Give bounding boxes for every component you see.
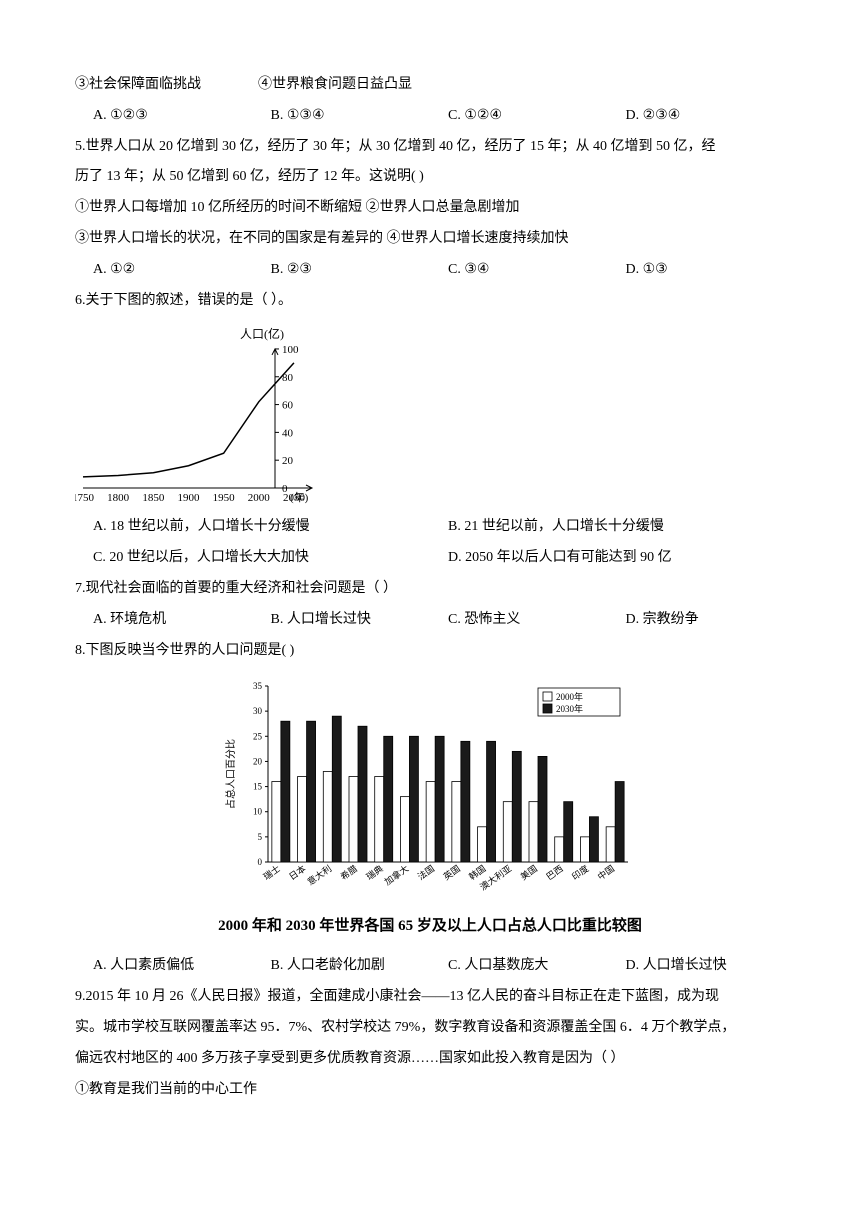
svg-text:20: 20 [282,456,294,468]
svg-text:1850: 1850 [142,492,165,504]
q6-options-row2: C. 20 世纪以后，人口增长大大加快 D. 2050 年以后人口有可能达到 9… [75,543,785,574]
svg-text:2000年: 2000年 [556,691,583,702]
svg-text:2030年: 2030年 [556,703,583,714]
svg-text:人口(亿): 人口(亿) [240,326,284,341]
svg-text:意大利: 意大利 [305,863,333,888]
svg-text:2000: 2000 [248,492,271,504]
q6-chart: 0204060801001750180018501900195020002050… [75,324,785,504]
q7-opt-b: B. 人口增长过快 [253,605,431,636]
svg-text:100: 100 [282,344,299,356]
q5-opt-a: A. ①② [75,255,253,286]
svg-text:10: 10 [253,807,263,817]
svg-text:60: 60 [282,400,294,412]
q6-opt-b: B. 21 世纪以前，人口增长十分缓慢 [430,512,785,543]
svg-text:占总人口百分比: 占总人口百分比 [224,739,237,809]
svg-text:20: 20 [253,757,263,767]
q8-opt-d: D. 人口增长过快 [608,951,786,982]
q9-stem1: 9.2015 年 10 月 26《人民日报》报道，全面建成小康社会——13 亿人… [75,982,785,1013]
svg-text:英国: 英国 [441,863,462,882]
q6-opt-c: C. 20 世纪以后，人口增长大大加快 [75,543,430,574]
q5-line3: ①世界人口每增加 10 亿所经历的时间不断缩短 ②世界人口总量急剧增加 [75,193,785,224]
svg-text:中国: 中国 [595,863,616,882]
q5-opt-c: C. ③④ [430,255,608,286]
svg-text:美国: 美国 [518,863,539,882]
q5-opt-d: D. ①③ [608,255,786,286]
q7-options: A. 环境危机 B. 人口增长过快 C. 恐怖主义 D. 宗教纷争 [75,605,785,636]
svg-text:5: 5 [258,832,263,842]
q6-opt-a: A. 18 世纪以前，人口增长十分缓慢 [75,512,430,543]
svg-text:印度: 印度 [570,863,591,882]
svg-text:15: 15 [253,782,263,792]
svg-text:1750: 1750 [75,492,95,504]
q8-options: A. 人口素质偏低 B. 人口老龄化加剧 C. 人口基数庞大 D. 人口增长过快 [75,951,785,982]
svg-text:25: 25 [253,732,263,742]
q9-line4: ①教育是我们当前的中心工作 [75,1075,785,1106]
q5-options: A. ①② B. ②③ C. ③④ D. ①③ [75,255,785,286]
q4-item3: ③社会保障面临挑战 [75,77,201,92]
q6-opt-d: D. 2050 年以后人口有可能达到 90 亿 [430,543,785,574]
svg-text:希腊: 希腊 [338,863,359,882]
q5-stem1: 5.世界人口从 20 亿增到 30 亿，经历了 30 年；从 30 亿增到 40… [75,132,785,163]
q8-opt-a: A. 人口素质偏低 [75,951,253,982]
q8-chart-caption: 2000 年和 2030 年世界各国 65 岁及以上人口占总人口比重比较图 [75,910,785,943]
svg-text:30: 30 [253,707,263,717]
svg-text:瑞士: 瑞士 [261,863,282,882]
q4-opt-a: A. ①②③ [75,101,253,132]
q8-opt-b: B. 人口老龄化加剧 [253,951,431,982]
q8-stem: 8.下图反映当今世界的人口问题是( ) [75,636,785,667]
q7-stem: 7.现代社会面临的首要的重大经济和社会问题是（ ） [75,574,785,605]
svg-text:0: 0 [258,857,263,867]
q5-line4: ③世界人口增长的状况，在不同的国家是有差异的 ④世界人口增长速度持续加快 [75,224,785,255]
svg-text:法国: 法国 [415,863,436,882]
q4-opt-d: D. ②③④ [608,101,786,132]
q7-opt-c: C. 恐怖主义 [430,605,608,636]
q4-opt-c: C. ①②④ [430,101,608,132]
q8-chart: 05101520253035占总人口百分比瑞士日本意大利希腊瑞典加拿大法国英国韩… [75,674,785,943]
q6-stem: 6.关于下图的叙述，错误的是（ ）。 [75,286,785,317]
q6-options-row1: A. 18 世纪以前，人口增长十分缓慢 B. 21 世纪以前，人口增长十分缓慢 [75,512,785,543]
q4-opt-b: B. ①③④ [253,101,431,132]
q4-item4: ④世界粮食问题日益凸显 [258,77,412,92]
q9-stem3: 偏远农村地区的 400 多万孩子享受到更多优质教育资源……国家如此投入教育是因为… [75,1044,785,1075]
q5-stem2: 历了 13 年；从 50 亿增到 60 亿，经历了 12 年。这说明( ) [75,162,785,193]
q7-opt-a: A. 环境危机 [75,605,253,636]
svg-text:40: 40 [282,428,294,440]
svg-text:35: 35 [253,681,263,691]
svg-text:巴西: 巴西 [544,864,564,883]
q4-items: ③社会保障面临挑战 ④世界粮食问题日益凸显 [75,70,785,101]
svg-text:1900: 1900 [177,492,200,504]
svg-text:加拿大: 加拿大 [382,863,410,888]
svg-text:(年): (年) [290,490,309,504]
q7-opt-d: D. 宗教纷争 [608,605,786,636]
svg-text:1800: 1800 [107,492,130,504]
svg-text:1950: 1950 [213,492,236,504]
q4-options: A. ①②③ B. ①③④ C. ①②④ D. ②③④ [75,101,785,132]
q8-opt-c: C. 人口基数庞大 [430,951,608,982]
q9-stem2: 实。城市学校互联网覆盖率达 95．7%、农村学校达 79%，数字教育设备和资源覆… [75,1013,785,1044]
q5-opt-b: B. ②③ [253,255,431,286]
